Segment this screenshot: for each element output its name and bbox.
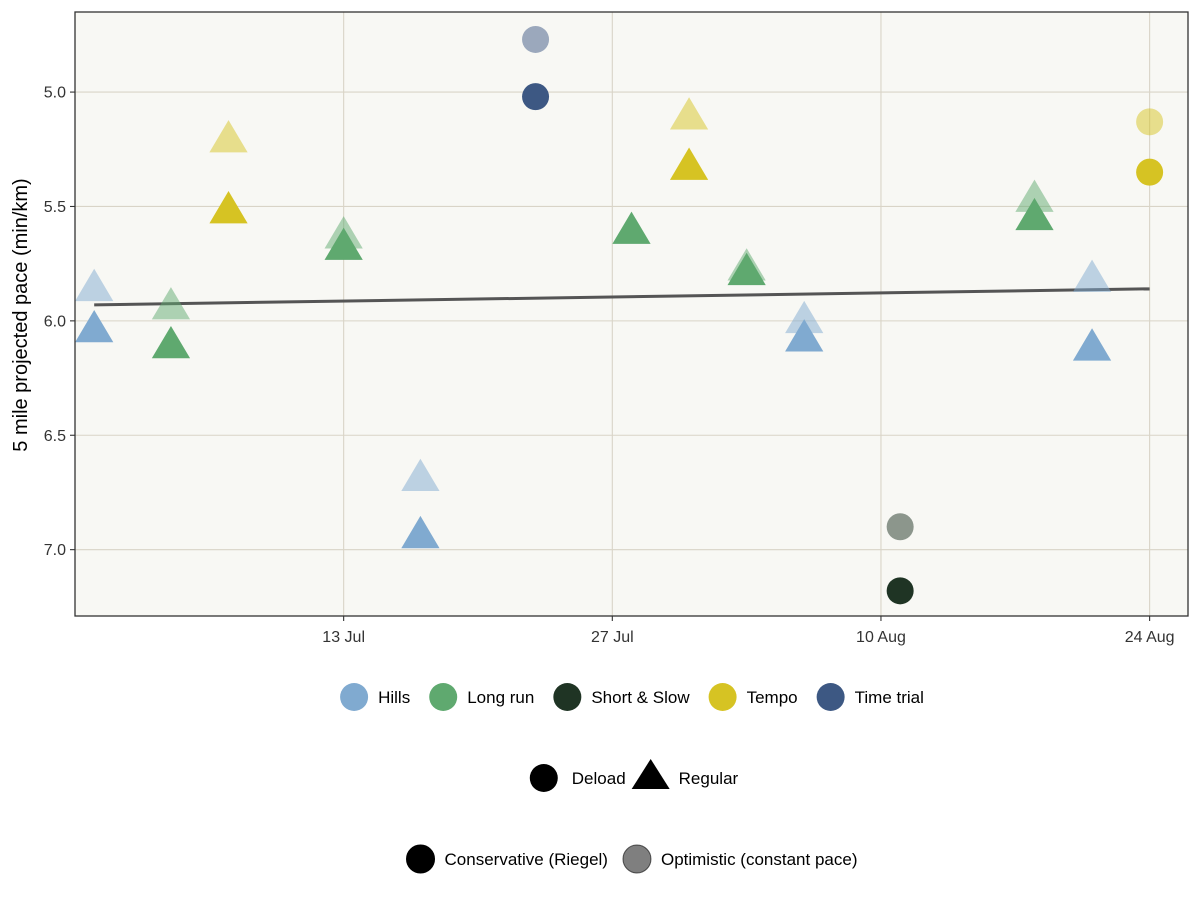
- phase-legend-key: [529, 764, 558, 792]
- data-point-optimistic: [1072, 259, 1112, 292]
- y-tick-label: 5.0: [44, 85, 66, 102]
- category-legend-item: Long run: [429, 683, 534, 711]
- data-point-optimistic: [209, 120, 248, 153]
- trend-line: [94, 287, 1150, 307]
- plot-background: [75, 12, 1188, 616]
- category-legend-key: [553, 683, 582, 711]
- category-legend-item: Tempo: [708, 683, 798, 711]
- data-point-conservative: [209, 191, 248, 224]
- phase-legend-label: Deload: [572, 769, 626, 788]
- phase-legend-label: Regular: [679, 769, 739, 788]
- x-tick-label: 27 Jul: [591, 629, 634, 646]
- phase-legend-item: Regular: [631, 759, 739, 789]
- category-legend-key: [708, 683, 737, 711]
- data-point-conservative: [727, 252, 766, 286]
- x-tick-label: 10 Aug: [856, 629, 906, 646]
- phase-legend-item: Deload: [529, 764, 626, 792]
- category-legend-label: Long run: [467, 688, 534, 707]
- category-legend-key: [429, 683, 458, 711]
- estimate-legend-key: [622, 844, 652, 874]
- estimate-legend-item: Conservative (Riegel): [406, 844, 608, 874]
- y-tick-label: 7.0: [44, 542, 66, 559]
- plot-area: [74, 11, 1189, 617]
- plot-border: [74, 11, 1189, 617]
- estimate-legend-label: Optimistic (constant pace): [661, 850, 858, 869]
- y-axis-title: 5 mile projected pace (min/km): [10, 178, 32, 451]
- data-point-optimistic: [785, 300, 824, 334]
- x-tick-label: 24 Aug: [1125, 629, 1175, 646]
- category-legend-key: [816, 683, 845, 711]
- category-legend-item: Time trial: [816, 683, 924, 711]
- data-point-conservative: [886, 577, 914, 605]
- data-point-conservative: [785, 319, 824, 352]
- data-point-conservative: [1015, 197, 1054, 231]
- data-point-conservative: [612, 211, 651, 244]
- data-point-optimistic: [151, 287, 191, 320]
- phase-legend-key: [631, 759, 670, 789]
- axes: 5 mile projected pace (min/km) 5.0 5.5 6.0…: [10, 85, 1175, 646]
- estimate-legend-label: Conservative (Riegel): [445, 850, 608, 869]
- data-point-optimistic: [401, 458, 440, 492]
- data-point-conservative: [1136, 158, 1164, 186]
- y-tick-label: 5.5: [44, 199, 66, 216]
- data-point-conservative: [151, 326, 191, 359]
- data-point-optimistic: [75, 268, 114, 302]
- data-point-optimistic: [669, 97, 709, 130]
- data-point-conservative: [401, 515, 440, 549]
- category-legend-label: Time trial: [855, 688, 924, 707]
- category-legend-item: Hills: [340, 683, 410, 711]
- estimate-legend-item: Optimistic (constant pace): [622, 844, 858, 874]
- category-legend-label: Tempo: [747, 688, 798, 707]
- data-point-conservative: [324, 227, 363, 260]
- data-point-optimistic: [522, 25, 550, 53]
- category-legend-label: Hills: [378, 688, 410, 707]
- y-tick-label: 6.5: [44, 428, 66, 445]
- y-tick-label: 6.0: [44, 313, 66, 330]
- data-point-optimistic: [886, 513, 914, 541]
- x-tick-label: 13 Jul: [322, 629, 365, 646]
- data-point-conservative: [669, 147, 709, 180]
- data-point-conservative: [1072, 328, 1112, 361]
- data-point-optimistic: [1015, 179, 1054, 212]
- data-point-conservative: [75, 309, 114, 343]
- category-legend-label: Short & Slow: [591, 688, 690, 707]
- estimate-legend-key: [406, 844, 436, 874]
- category-legend-key: [340, 683, 369, 711]
- legends: Hills Long run Short & Slow Tempo Time trial…: [340, 683, 924, 874]
- category-legend-item: Short & Slow: [553, 683, 690, 711]
- data-point-optimistic: [1136, 108, 1164, 136]
- data-point-conservative: [522, 83, 550, 111]
